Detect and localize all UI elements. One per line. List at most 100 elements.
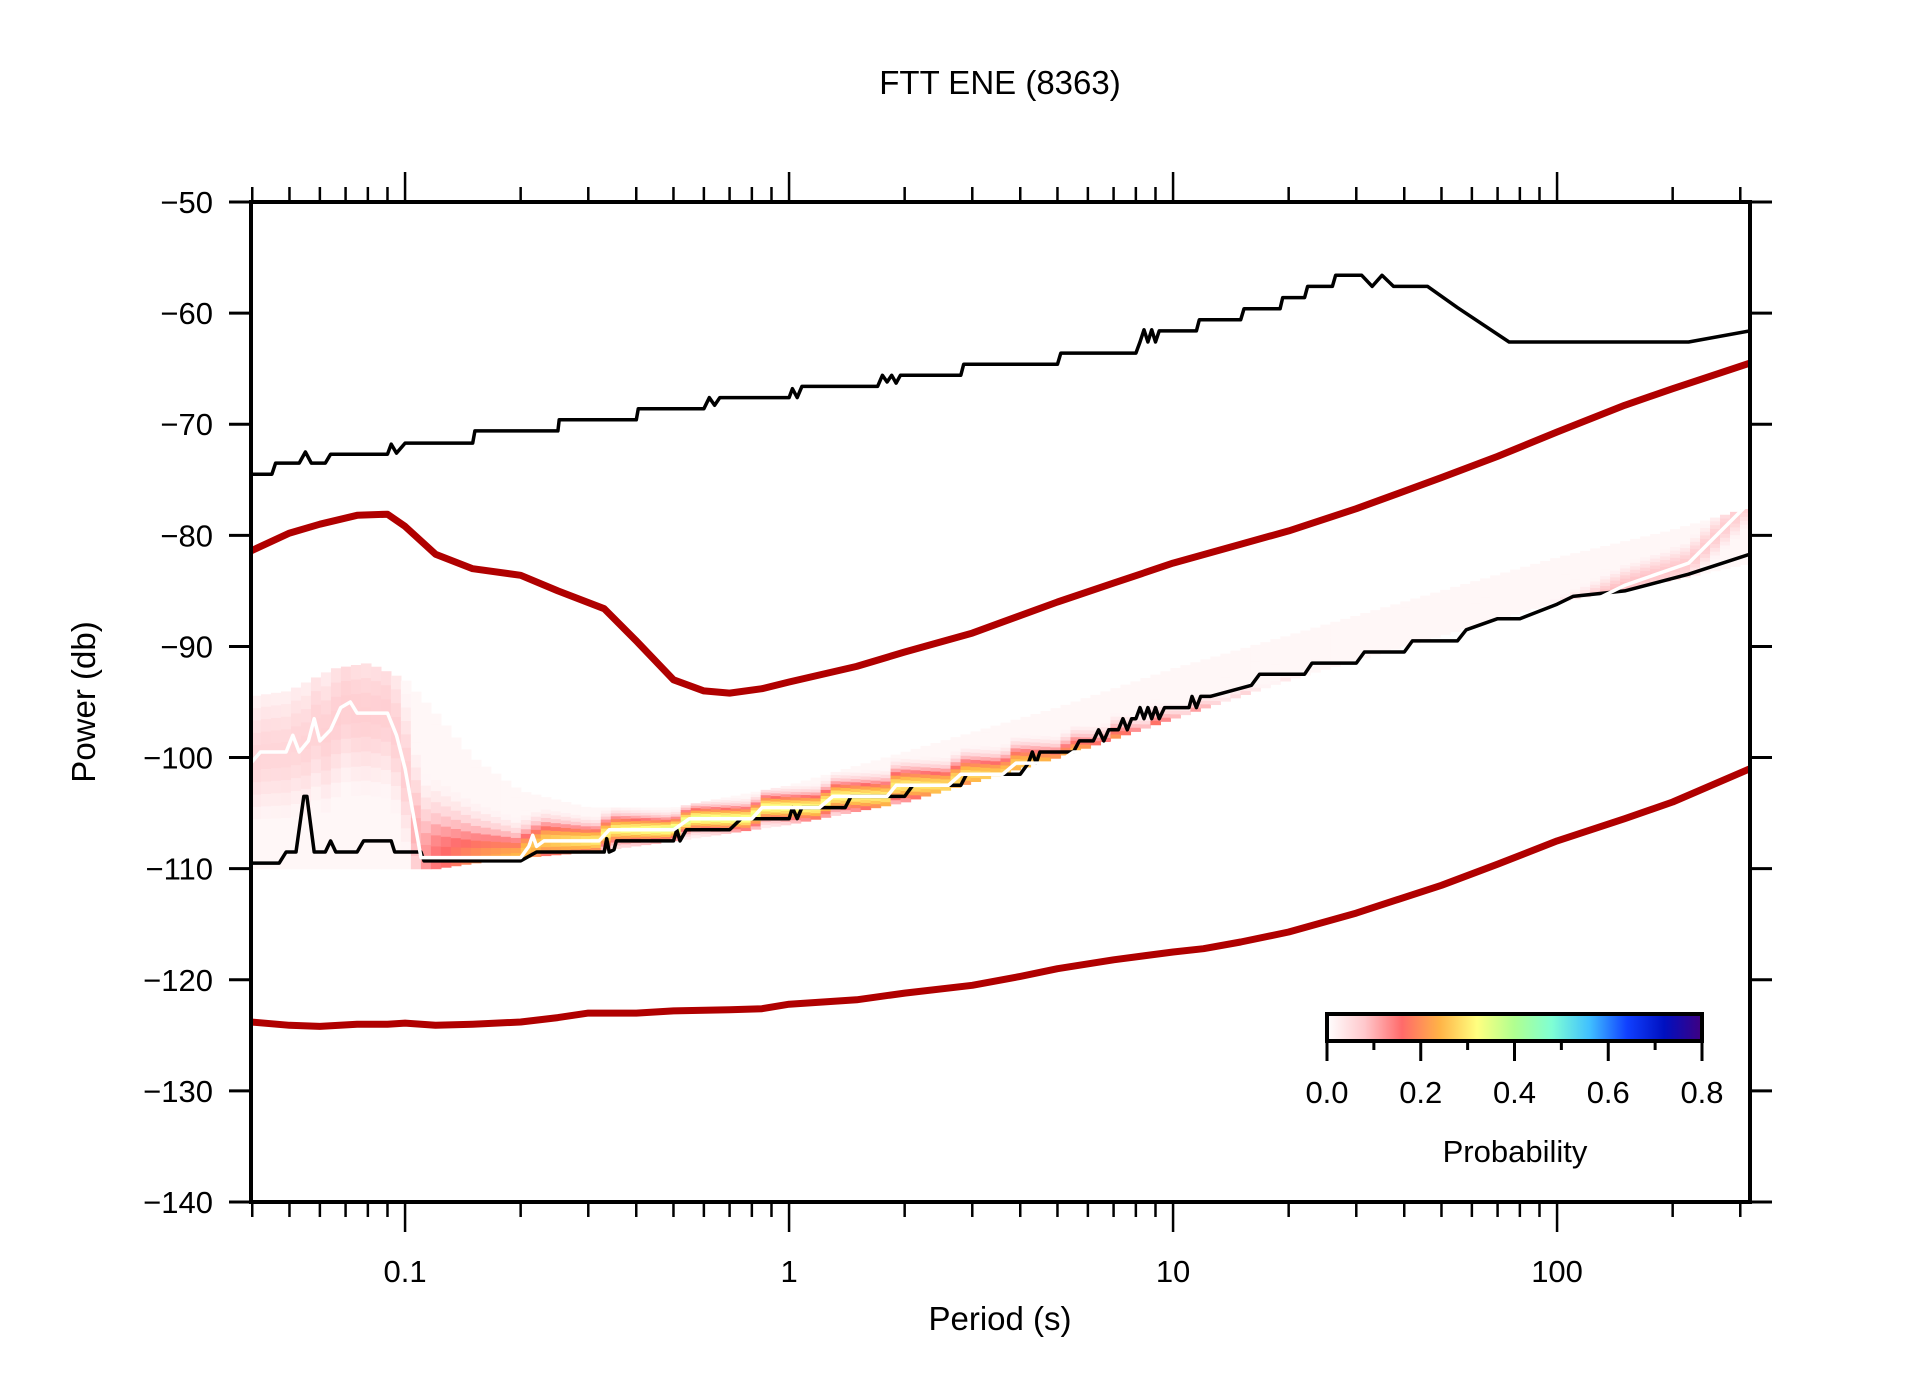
pdf-cell [690,810,702,814]
pdf-cell [1600,562,1611,567]
pdf-cell [280,691,292,705]
pdf-cell [600,819,612,824]
pdf-cell [1550,570,1561,575]
pdf-cell [1720,533,1731,539]
pdf-cell [870,777,882,782]
pdf-cell [960,755,972,760]
pdf-cell [1540,592,1551,597]
pdf-cell [290,765,302,779]
pdf-cell [1160,671,1171,676]
pdf-cell [1350,641,1361,646]
pdf-cell [350,694,362,710]
pdf-cell [1240,667,1251,672]
pdf-cell [810,783,822,788]
pdf-cell [870,790,882,795]
pdf-cell [1000,726,1012,731]
pdf-cell [1100,691,1112,696]
pdf-column [820,774,832,818]
pdf-cell [1540,602,1551,607]
pdf-cell [1070,719,1082,724]
pdf-cell [1490,607,1501,611]
pdf-cell [820,808,832,812]
pdf-cell [1530,605,1541,609]
pdf-cell [1510,604,1521,609]
pdf-cell [1110,698,1122,703]
pdf-cell [590,829,602,833]
pdf-cell [1500,610,1511,615]
pdf-cell [1090,716,1102,721]
pdf-column [560,802,572,855]
pdf-cell [320,854,332,870]
pdf-cell [920,770,932,776]
pdf-column [940,740,952,791]
pdf-cell [470,774,482,783]
pdf-cell [1030,731,1042,736]
pdf-cell [1430,633,1441,638]
pdf-cell [1590,571,1601,576]
pdf-cell [1500,585,1511,589]
pdf-cell [1410,623,1421,628]
pdf-cell [780,821,792,826]
pdf-cell [1010,766,1022,771]
pdf-cell [1400,626,1411,631]
pdf-cell [1250,681,1261,686]
pdf-cell [1200,697,1211,702]
pdf-cell [1560,565,1571,570]
pdf-cell [1230,667,1241,672]
pdf-cell [660,824,672,828]
pdf-column [590,807,602,852]
pdf-cell [740,801,752,805]
pdf-cell [960,780,972,785]
pdf-cell [580,836,592,840]
pdf-cell [1220,660,1231,665]
pdf-cell [670,838,682,842]
pdf-cell [840,778,852,783]
pdf-cell [780,813,792,818]
pdf-cell [1490,597,1501,602]
pdf-cell [1390,639,1401,644]
pdf-cell [1560,578,1571,582]
pdf-cell [1650,576,1661,581]
pdf-cell [550,842,562,848]
pdf-cell [740,822,752,826]
pdf-cell [400,720,412,735]
pdf-cell [680,807,692,811]
pdf-cell [1230,680,1241,685]
pdf-cell [280,792,292,806]
pdf-cell [480,780,492,788]
pdf-cell [390,675,402,691]
pdf-cell [1610,553,1621,558]
pdf-cell [1700,550,1711,555]
pdf-cell [550,846,562,852]
y-axis: −50−60−70−80−90−100−110−120−130−140 [143,185,1772,1220]
pdf-cell [860,802,872,807]
pdf-cell [1140,688,1151,693]
pdf-cell [1700,524,1711,529]
pdf-cell [820,774,832,779]
pdf-cell [590,835,602,840]
pdf-cell [990,743,1002,748]
pdf-cell [1040,739,1052,744]
colorbar-tick-label: 0.2 [1399,1075,1442,1110]
pdf-cell [970,738,982,743]
pdf-cell [480,807,492,815]
pdf-cell [430,780,442,792]
pdf-cell [950,751,962,756]
pdf-cell [680,834,692,838]
pdf-cell [1070,712,1082,717]
pdf-cell [1630,542,1641,547]
pdf-cell [1010,719,1022,724]
pdf-cell [650,833,662,837]
pdf-cell [1160,703,1171,708]
pdf-cell [1210,697,1221,702]
pdf-column [1600,546,1611,594]
pdf-cell [570,825,582,830]
pdf-cell [1610,546,1621,551]
pdf-cell [1640,536,1651,541]
pdf-cell [450,783,462,793]
pdf-cell [1110,723,1122,728]
pdf-cell [700,813,712,817]
pdf-cell [300,775,312,790]
pdf-cell [1220,673,1231,678]
pdf-cell [310,800,322,815]
